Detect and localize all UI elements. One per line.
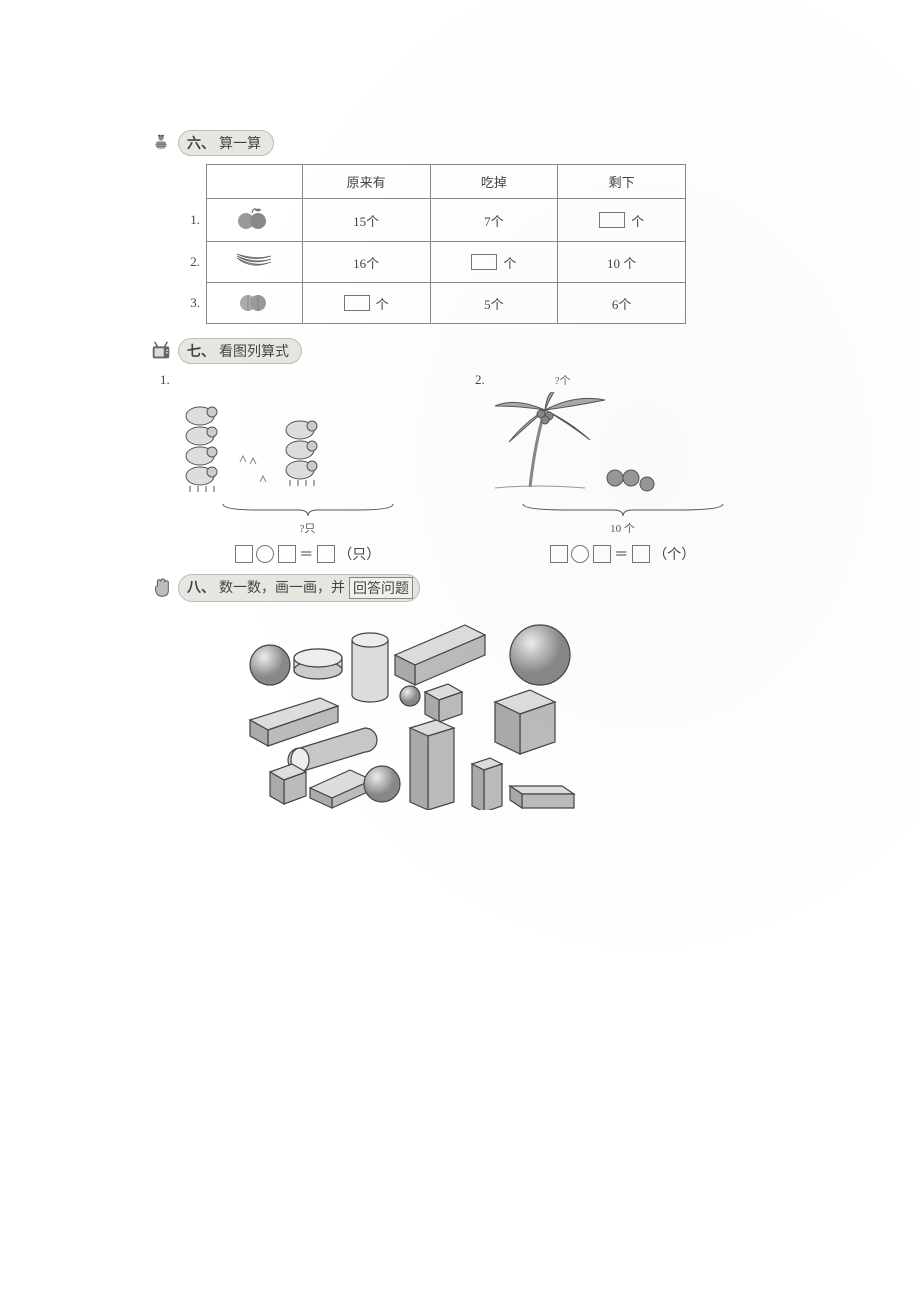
table-row: 1. 15个 7个 个 <box>180 198 770 242</box>
section-title-boxed: 回答问题 <box>349 577 413 599</box>
cell-original: 16个 <box>302 242 430 283</box>
equation[interactable]: ＝ （只） <box>160 544 455 564</box>
cell-left: 6个 <box>558 283 686 324</box>
bracket-label: 10 个 <box>475 520 770 536</box>
equation[interactable]: ＝ （个） <box>475 544 770 564</box>
section-8-pill: 八、 数一数，画一画，并回答问题 <box>178 574 420 602</box>
section-6-header: 六、 算一算 <box>150 130 770 156</box>
section-number: 六、 <box>187 133 215 153</box>
bracket-label: ?只 <box>160 520 455 536</box>
tv-icon <box>150 340 172 362</box>
under-bracket <box>518 502 728 518</box>
col-original: 原来有 <box>302 165 430 199</box>
hand-icon <box>150 577 172 599</box>
top-question: ?个 <box>555 372 571 392</box>
section-number: 八、 <box>187 577 215 599</box>
problem-1: 1. <box>160 372 455 564</box>
apples-icon <box>207 199 303 242</box>
section-8-header: 八、 数一数，画一画，并回答问题 <box>150 574 770 602</box>
cell-eaten: 5个 <box>430 283 558 324</box>
shapes-set-image <box>210 610 770 810</box>
row-number: 2. <box>180 254 200 270</box>
section-title: 看图列算式 <box>219 341 289 361</box>
bee-icon <box>150 132 172 154</box>
problem-number: 1. <box>160 372 455 388</box>
cell-original: 15个 <box>302 199 430 242</box>
table-row: 2. 16个 个 10 个 <box>180 241 770 283</box>
cell-eaten-blank[interactable]: 个 <box>430 242 558 283</box>
problem-2: 2. ?个 <box>475 372 770 564</box>
eq-unit: （个） <box>653 548 695 563</box>
table-header-row: 原来有 吃掉 剩下 <box>180 164 770 199</box>
under-bracket <box>218 502 398 518</box>
col-left: 剩下 <box>558 165 686 199</box>
sheep-groups-image <box>160 392 455 502</box>
section-title-left: 数一数，画一画，并 <box>219 577 345 599</box>
table-row: 3. 个 5个 6个 <box>180 282 770 324</box>
section-title: 算一算 <box>219 133 261 153</box>
row-number: 3. <box>180 295 200 311</box>
section-7-header: 七、 看图列算式 <box>150 338 770 364</box>
row-number: 1. <box>180 212 200 228</box>
cell-left: 10 个 <box>558 242 686 283</box>
section-7-pill: 七、 看图列算式 <box>178 338 302 364</box>
col-eaten: 吃掉 <box>430 165 558 199</box>
peaches-icon <box>207 283 303 324</box>
cell-original-blank[interactable]: 个 <box>302 283 430 324</box>
palm-coconuts-image <box>475 392 770 502</box>
problem-number: 2. <box>475 372 485 388</box>
cell-eaten: 7个 <box>430 199 558 242</box>
bananas-icon <box>207 242 303 283</box>
eq-unit: （只） <box>338 548 380 563</box>
section-number: 七、 <box>187 341 215 361</box>
section-7-body: 1. <box>160 372 770 564</box>
cell-left-blank[interactable]: 个 <box>558 199 686 242</box>
section-6-pill: 六、 算一算 <box>178 130 274 156</box>
